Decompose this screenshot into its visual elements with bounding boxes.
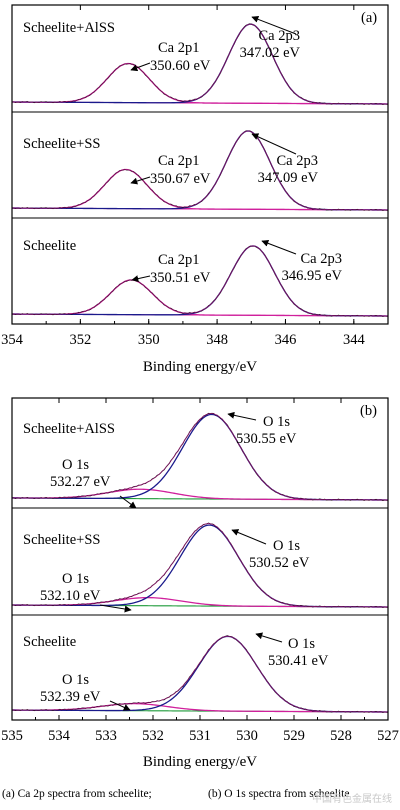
panel-a-3-peak-1-arrow [131,275,151,283]
panel-b-1-peak-2-arrow [227,411,257,421]
panel-a-x-axis-title: Binding energy/eV [143,359,257,375]
panel-b-3-peak-1-value: 532.39 eV [40,689,101,705]
panel-b-1-peak-2-label: O 1s [263,414,290,430]
watermark: 中国有色金属在线 [312,794,392,805]
panel-b-1-sample-label: Scheelite+AlSS [23,421,115,437]
panel-a-frame [11,4,389,325]
panel-b-3-peak-1-arrow [109,700,131,711]
panel-b-3-peak-2-arrow [255,632,283,643]
x-tick-label: 352 [69,332,91,348]
panel-b-1-peak-2-value: 530.55 eV [236,431,297,447]
panel-b-1-peak-1-value: 532.27 eV [50,474,111,490]
panel-a-3-sample-label: Scheelite [23,238,76,254]
panel-a-3-series-envelope [11,245,389,317]
panel-b-1-peak-1-label: O 1s [62,457,89,473]
panel-b-3-peak-2-label: O 1s [288,636,315,652]
panel-b-3-series-envelope [12,635,389,713]
panel-a-1-peak-1-arrow [130,62,151,72]
panel-b-label: (b) [360,403,377,419]
panel-b-2-peak-1-arrow [99,604,132,613]
panel-a-2-peak-2-value: 347.09 eV [258,170,319,186]
x-tick-label: 530 [236,728,258,744]
panel-b-3-peak-2-value: 530.41 eV [268,653,329,669]
x-tick-label: 532 [142,728,164,744]
panel-b-1-series-envelope [11,413,389,501]
x-tick-label: 533 [95,728,117,744]
panel-a-3-peak-2-label: Ca 2p3 [301,251,342,267]
panel-a-3-peak-2-value: 346.95 eV [282,268,343,284]
panel-a-1-peak-1-value: 350.60 eV [150,58,211,74]
panel-b-x-axis-title: Binding energy/eV [143,754,257,770]
panel-a-1-peak-2-arrow [251,16,297,35]
panel-a-2-peak-1-label: Ca 2p1 [158,153,199,169]
panel-a-3-peak-1-value: 350.51 eV [150,270,211,286]
x-tick-label: 527 [377,728,399,744]
panel-b-2-sample-label: Scheelite+SS [23,532,100,548]
x-tick-label: 344 [343,332,366,348]
x-tick-label: 531 [189,728,211,744]
panel-a-1-peak-1-label: Ca 2p1 [158,40,199,56]
panel-b-2-peak-1-label: O 1s [62,571,89,587]
panel-b-2-peak-2-value: 530.52 eV [249,555,310,571]
panel-a-2-series-envelope [11,130,389,211]
panel-a-1-peak-2-label: Ca 2p3 [259,28,300,44]
panel-a-2-peak-2-arrow [251,133,297,155]
panel-a-3-peak-2-arrow [261,239,297,255]
panel-a-2-peak-1-arrow [130,176,151,185]
x-tick-label: 348 [206,332,228,348]
panel-a-2-sample-label: Scheelite+SS [23,136,100,152]
x-tick-label: 346 [275,332,297,348]
panel-a-1-series-envelope [11,23,389,105]
x-tick-label: 529 [283,728,305,744]
x-tick-label: 528 [330,728,352,744]
figure-caption: (a) Ca 2p spectra from scheelite; (b) O … [0,788,400,806]
x-tick-label: 535 [1,728,23,744]
x-tick-label: 350 [138,332,160,348]
panel-b-3-peak-1-label: O 1s [62,672,89,688]
panel-a-1-peak-2-value: 347.02 eV [240,45,301,61]
caption-b: (b) O 1s spectra from scheelite [208,788,350,800]
panel-a-3-peak-1-label: Ca 2p1 [158,252,199,268]
panel-a-label: (a) [361,10,377,26]
panel-b-1-peak-1-arrow [119,495,137,509]
panel-b-2-peak-1-value: 532.10 eV [40,588,101,604]
panel-b-2-series-envelope [11,523,389,608]
x-tick-label: 354 [1,332,24,348]
panel-a-1-sample-label: Scheelite+AlSS [23,20,115,36]
panel-b-3-sample-label: Scheelite [23,634,76,650]
panel-b-2-peak-2-label: O 1s [273,538,300,554]
panel-a-2-peak-1-value: 350.67 eV [150,171,211,187]
x-tick-label: 534 [48,728,71,744]
caption-a: (a) Ca 2p spectra from scheelite; [2,788,152,800]
panel-a-2-peak-2-label: Ca 2p3 [277,153,318,169]
panel-b-2-peak-2-arrow [231,529,267,545]
